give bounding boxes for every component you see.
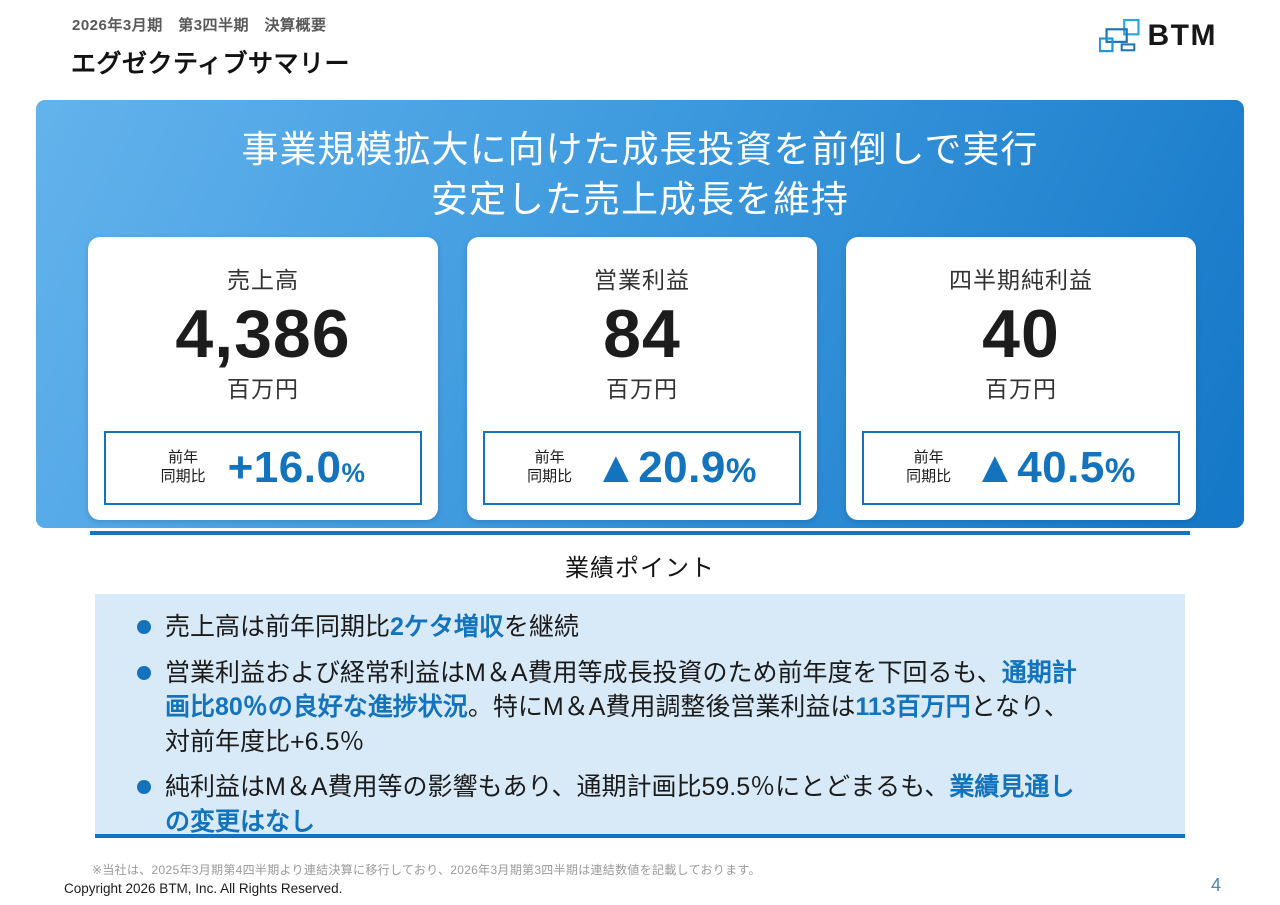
percent-sign: % bbox=[725, 452, 757, 490]
bullet-icon bbox=[137, 665, 151, 680]
btm-logo-text: BTM bbox=[1147, 19, 1217, 52]
footnote: ※当社は、2025年3月期第4四半期より連結決算に移行しており、2026年3月期… bbox=[92, 863, 761, 877]
points-heading: 業績ポイント bbox=[565, 555, 715, 582]
kpi-card-operating-profit: 営業利益 84 百万円 前年 同期比 ▲20.9% bbox=[467, 237, 817, 520]
list-item: 純利益はM＆A費用等の影響もあり、通期計画比59.5％にとどまるも、業績見通し … bbox=[137, 770, 1151, 839]
kpi-card-net-income: 四半期純利益 40 百万円 前年 同期比 ▲40.5% bbox=[846, 237, 1196, 520]
kpi-value: 84 bbox=[603, 296, 681, 372]
kpi-value: 40 bbox=[982, 296, 1060, 372]
list-item: 営業利益および経常利益はM＆A費用等成長投資のため前年度を下回るも、通期計 画比… bbox=[137, 656, 1151, 760]
btm-logo-squares-icon bbox=[1098, 18, 1140, 53]
kpi-card-revenue: 売上高 4,386 百万円 前年 同期比 +16.0% bbox=[88, 237, 438, 520]
copyright: Copyright 2026 BTM, Inc. All Rights Rese… bbox=[64, 881, 343, 896]
kpi-unit: 百万円 bbox=[227, 376, 299, 403]
points-list: 売上高は前年同期比2ケタ増収を継続営業利益および経常利益はM＆A費用等成長投資の… bbox=[137, 610, 1151, 839]
kpi-label: 売上高 bbox=[227, 267, 299, 293]
kpi-unit: 百万円 bbox=[606, 376, 678, 403]
bullet-icon bbox=[137, 620, 151, 634]
percent-sign: % bbox=[1104, 452, 1136, 490]
yoy-change-value: ▲20.9% bbox=[594, 443, 757, 492]
kpi-cards: 売上高 4,386 百万円 前年 同期比 +16.0% 営業利益 84 百万円 bbox=[88, 237, 1196, 520]
headline-line-2: 安定した売上成長を維持 bbox=[431, 178, 849, 220]
kpi-unit: 百万円 bbox=[985, 376, 1057, 403]
yoy-change-box: 前年 同期比 ▲20.9% bbox=[483, 431, 801, 505]
headline-banner: 事業規模拡大に向けた成長投資を前倒しで実行 安定した売上成長を維持 売上高 4,… bbox=[36, 100, 1244, 528]
kpi-value: 4,386 bbox=[175, 296, 351, 372]
point-text: 営業利益および経常利益はM＆A費用等成長投資のため前年度を下回るも、通期計 画比… bbox=[165, 658, 1077, 756]
yoy-change-box: 前年 同期比 ▲40.5% bbox=[862, 431, 1180, 505]
point-text: 売上高は前年同期比2ケタ増収を継続 bbox=[165, 613, 579, 641]
points-box: 売上高は前年同期比2ケタ増収を継続営業利益および経常利益はM＆A費用等成長投資の… bbox=[95, 594, 1185, 838]
yoy-change-value: ▲40.5% bbox=[973, 443, 1136, 492]
list-item: 売上高は前年同期比2ケタ増収を継続 bbox=[137, 610, 1151, 645]
banner-headline: 事業規模拡大に向けた成長投資を前倒しで実行 安定した売上成長を維持 bbox=[36, 100, 1244, 225]
bullet-icon bbox=[137, 780, 151, 794]
yoy-label: 前年 同期比 bbox=[906, 449, 952, 485]
percent-sign: % bbox=[341, 458, 366, 488]
kpi-label: 四半期純利益 bbox=[949, 267, 1093, 293]
yoy-label: 前年 同期比 bbox=[160, 449, 206, 485]
section-divider bbox=[90, 531, 1190, 535]
yoy-change-value: +16.0% bbox=[227, 443, 366, 492]
point-text: 純利益はM＆A費用等の影響もあり、通期計画比59.5％にとどまるも、業績見通し … bbox=[165, 773, 1075, 836]
yoy-label: 前年 同期比 bbox=[527, 449, 573, 485]
report-eyebrow: 2026年3月期 第3四半期 決算概要 bbox=[72, 17, 327, 34]
page-title: エグゼクティブサマリー bbox=[71, 50, 351, 78]
headline-line-1: 事業規模拡大に向けた成長投資を前倒しで実行 bbox=[241, 129, 1039, 170]
kpi-label: 営業利益 bbox=[594, 267, 690, 293]
yoy-change-box: 前年 同期比 +16.0% bbox=[104, 431, 422, 505]
page-number: 4 bbox=[1210, 875, 1221, 895]
btm-logo: BTM bbox=[1098, 16, 1217, 56]
